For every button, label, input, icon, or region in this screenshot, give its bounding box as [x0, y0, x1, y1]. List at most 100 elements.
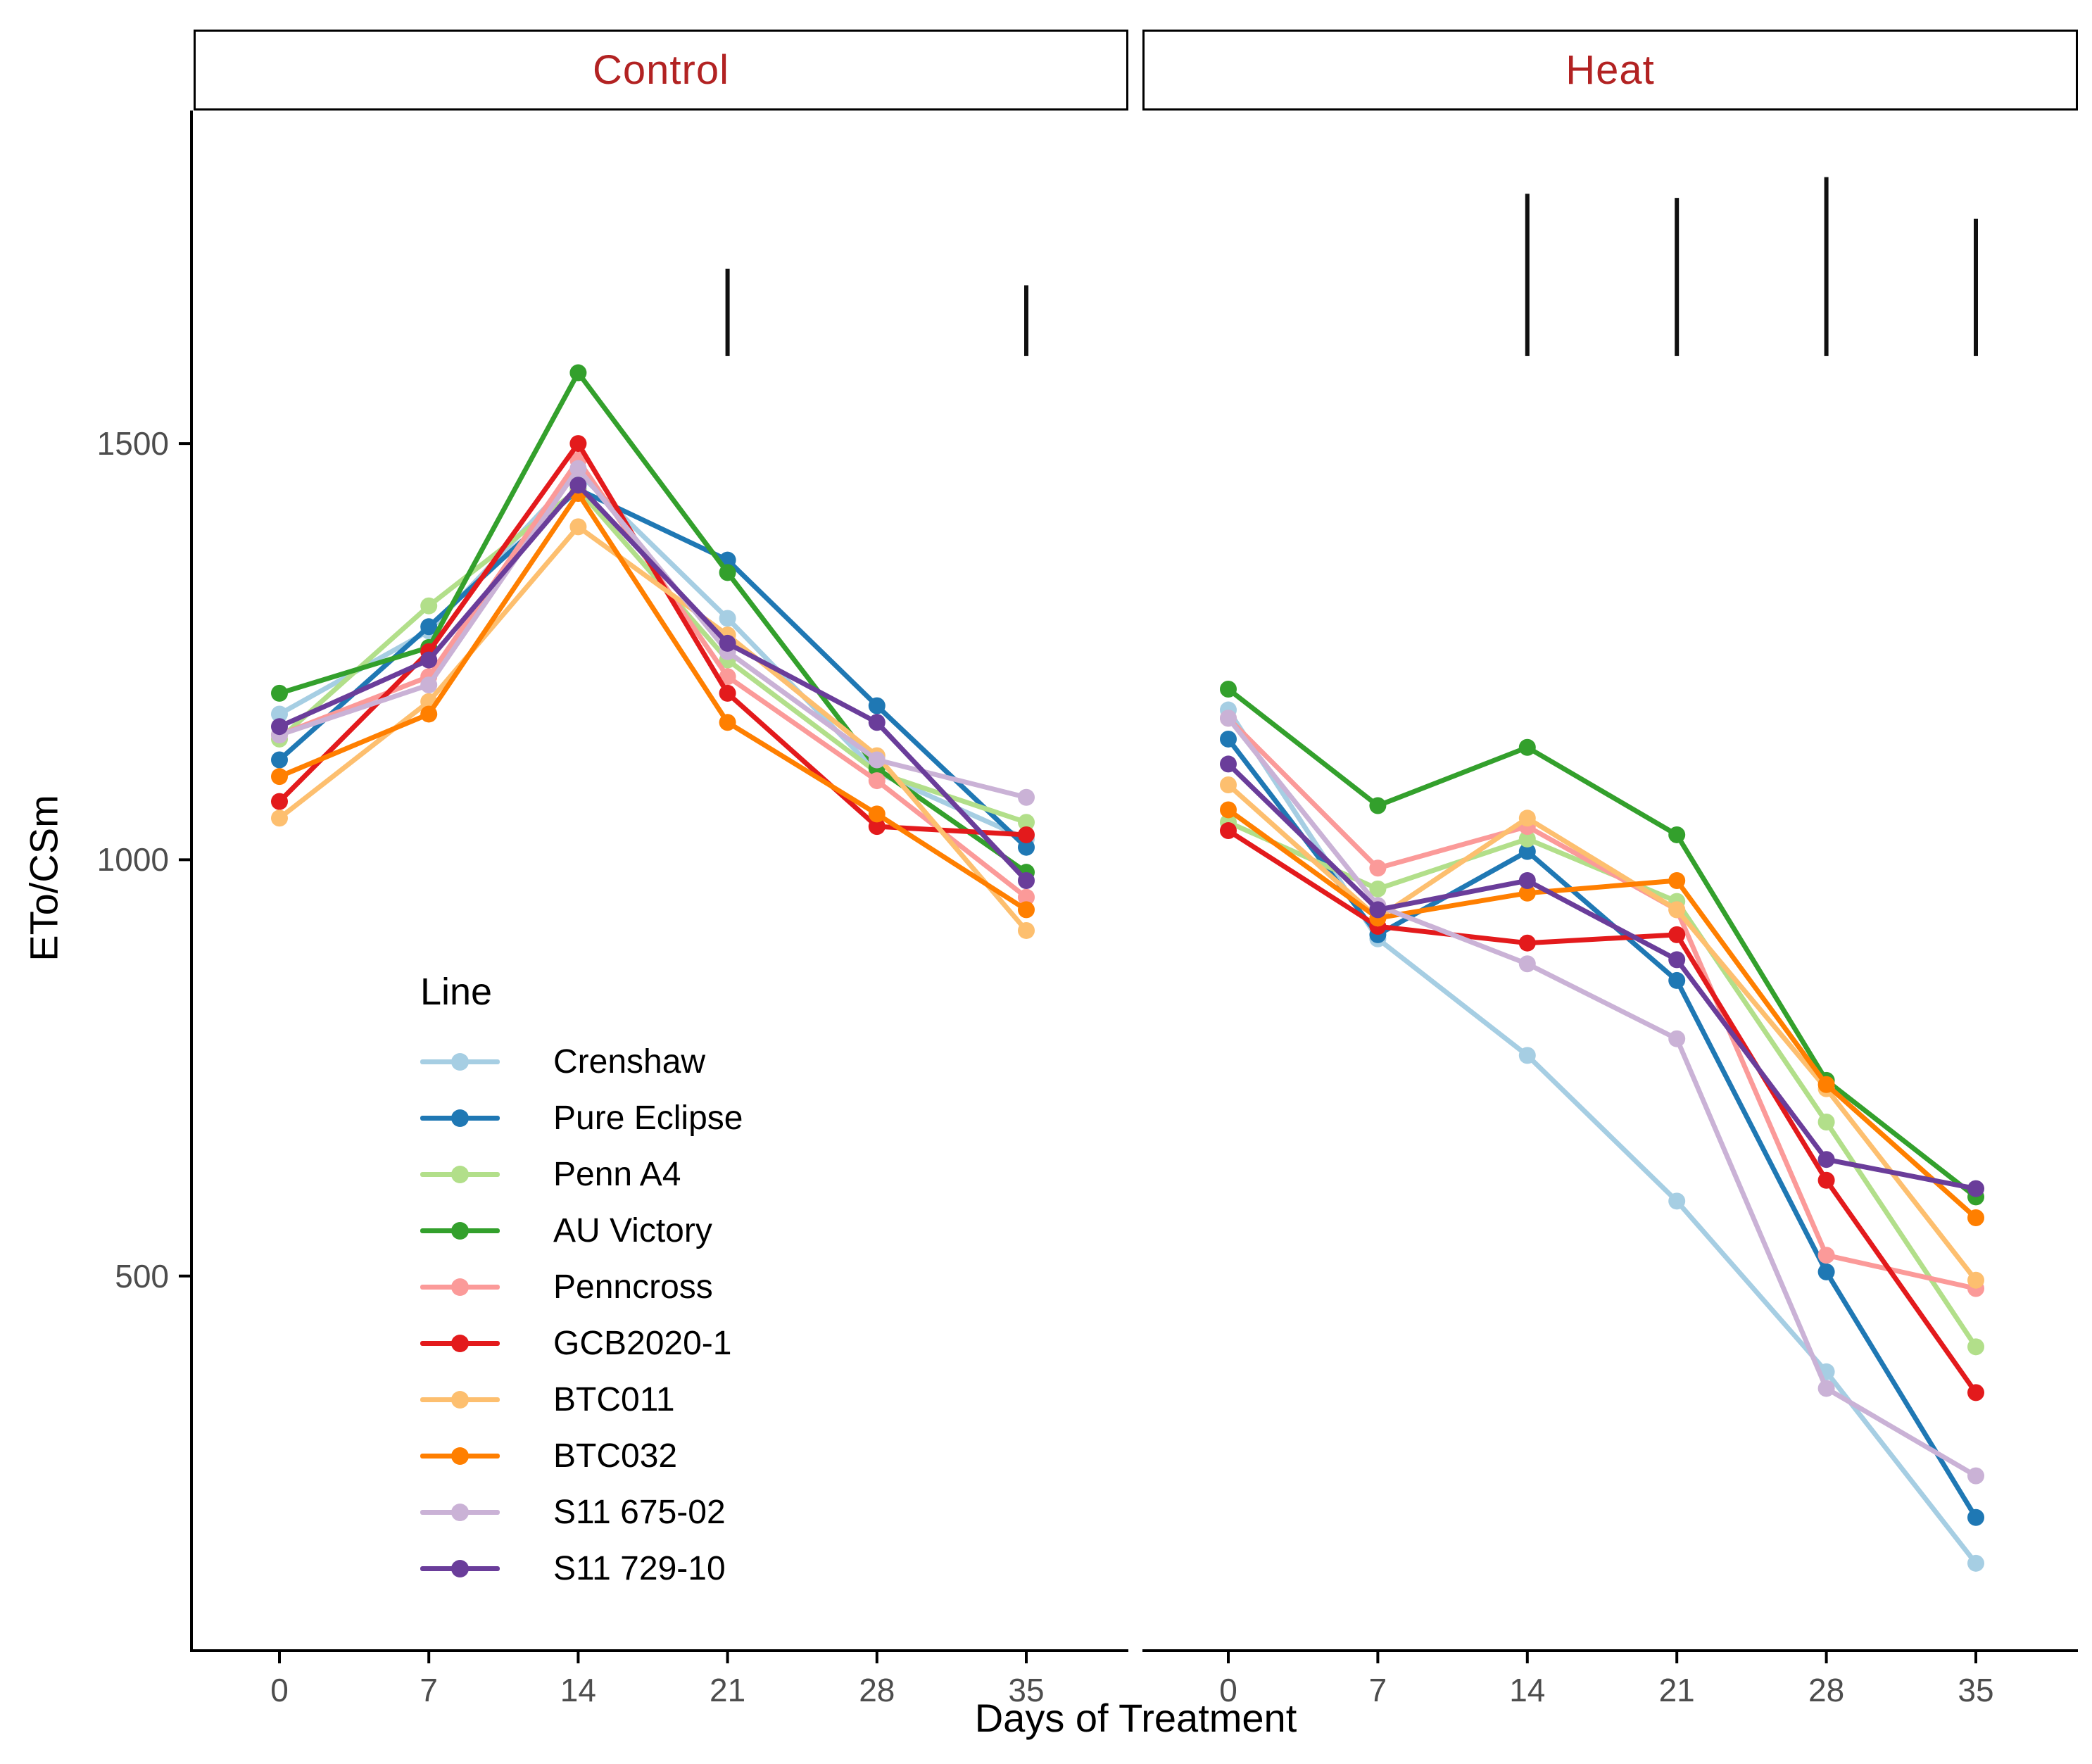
- legend-key-dot: [451, 1053, 469, 1071]
- y-tick-label: 500: [115, 1257, 169, 1294]
- series-point: [271, 793, 288, 810]
- legend-item-label: S11 675-02: [553, 1493, 726, 1531]
- series-line: [277, 466, 1029, 800]
- series-point: [1369, 901, 1387, 919]
- series-point: [1967, 1209, 1984, 1226]
- series-point: [868, 697, 886, 714]
- series-point: [1817, 1113, 1835, 1130]
- series-point: [1369, 859, 1387, 877]
- series-point: [1518, 809, 1536, 827]
- legend-item-label: AU Victory: [553, 1211, 712, 1249]
- series-point: [1220, 822, 1237, 840]
- legend-item: Pure Eclipse: [420, 1090, 743, 1146]
- series-point: [420, 597, 438, 615]
- series-point: [271, 684, 288, 702]
- series-point: [719, 634, 736, 652]
- legend-key-icon: [420, 1335, 500, 1352]
- x-tick-label: 28: [1808, 1672, 1845, 1708]
- series-line: [1225, 686, 1979, 1199]
- series-point: [1518, 872, 1536, 889]
- facet-strip-heat-label: Heat: [1565, 47, 1655, 93]
- series-point: [271, 705, 288, 723]
- legend-title: Line: [420, 971, 493, 1013]
- series-point: [420, 618, 438, 636]
- facet-strip-control: Control: [194, 30, 1128, 111]
- series-line: [1225, 715, 1979, 1479]
- series-point: [1817, 1151, 1835, 1168]
- legend-item-label: Pure Eclipse: [553, 1099, 743, 1137]
- series-point: [1967, 1384, 1984, 1401]
- legend-item: S11 675-02: [420, 1484, 743, 1540]
- legend-key-icon: [420, 1109, 500, 1127]
- series-point: [1817, 1380, 1835, 1397]
- x-tick-label: 14: [560, 1672, 596, 1708]
- series-point: [1018, 814, 1035, 831]
- series-line: [1225, 807, 1979, 1221]
- series-line: [277, 524, 1029, 933]
- series-point: [1518, 830, 1536, 848]
- x-tick-label: 21: [1658, 1672, 1695, 1708]
- series-point: [1668, 1192, 1686, 1210]
- series-point: [719, 564, 736, 581]
- legend: Line Crenshaw Pure Eclipse Penn A4 AU Victo…: [420, 970, 743, 1596]
- y-tick-label: 1500: [96, 425, 169, 462]
- series-point: [1817, 1247, 1835, 1264]
- series-point: [1369, 880, 1387, 897]
- series-line: [277, 486, 1029, 825]
- series-point: [868, 751, 886, 769]
- legend-key-icon: [420, 1053, 500, 1071]
- series-point: [1018, 921, 1035, 939]
- series-point: [569, 477, 587, 494]
- series-point: [1518, 1047, 1536, 1064]
- series-point: [1817, 1076, 1835, 1093]
- series-point: [1518, 934, 1536, 952]
- x-tick-label: 28: [859, 1672, 895, 1708]
- series-point: [1668, 826, 1686, 843]
- legend-key-icon: [420, 1447, 500, 1465]
- series-point: [868, 805, 886, 823]
- series-point: [271, 809, 288, 827]
- y-tick-label: 1000: [96, 841, 169, 878]
- series-point: [1967, 1271, 1984, 1289]
- legend-item: Penn A4: [420, 1146, 743, 1202]
- series-point: [1220, 755, 1237, 773]
- series-point: [1967, 1180, 1984, 1197]
- x-tick-label: 35: [1008, 1672, 1045, 1708]
- x-tick-label: 0: [1219, 1672, 1237, 1708]
- series-point: [1018, 872, 1035, 889]
- x-tick-label: 0: [270, 1672, 289, 1708]
- series-point: [719, 684, 736, 702]
- series-point: [1018, 788, 1035, 806]
- series-point: [1668, 926, 1686, 943]
- series-point: [569, 364, 587, 382]
- series-point: [1220, 801, 1237, 819]
- x-tick-label: 21: [710, 1672, 746, 1708]
- legend-key-dot: [451, 1222, 469, 1240]
- legend-key-dot: [451, 1335, 469, 1352]
- series-line: [1225, 761, 1979, 1192]
- facet-strip-heat: Heat: [1142, 30, 2078, 111]
- series-point: [1369, 797, 1387, 814]
- series-point: [569, 460, 587, 477]
- x-tick-label: 7: [420, 1672, 438, 1708]
- series-point: [1018, 838, 1035, 856]
- series-point: [1967, 1467, 1984, 1485]
- series-line: [277, 491, 1029, 912]
- series-point: [569, 435, 587, 453]
- series-line: [277, 486, 1029, 850]
- series-point: [1967, 1508, 1984, 1526]
- series-point: [1220, 730, 1237, 748]
- legend-item: AU Victory: [420, 1202, 743, 1259]
- series-point: [1668, 872, 1686, 889]
- series-point: [1668, 1030, 1686, 1047]
- series-point: [719, 668, 736, 686]
- legend-item-label: BTC032: [553, 1437, 678, 1475]
- series-point: [569, 518, 587, 536]
- series-point: [420, 651, 438, 669]
- x-tick-label: 35: [1958, 1672, 1994, 1708]
- series-point: [1967, 1338, 1984, 1356]
- series-point: [719, 610, 736, 627]
- legend-key-icon: [420, 1504, 500, 1521]
- series-line: [1225, 715, 1979, 1292]
- series-point: [1518, 843, 1536, 860]
